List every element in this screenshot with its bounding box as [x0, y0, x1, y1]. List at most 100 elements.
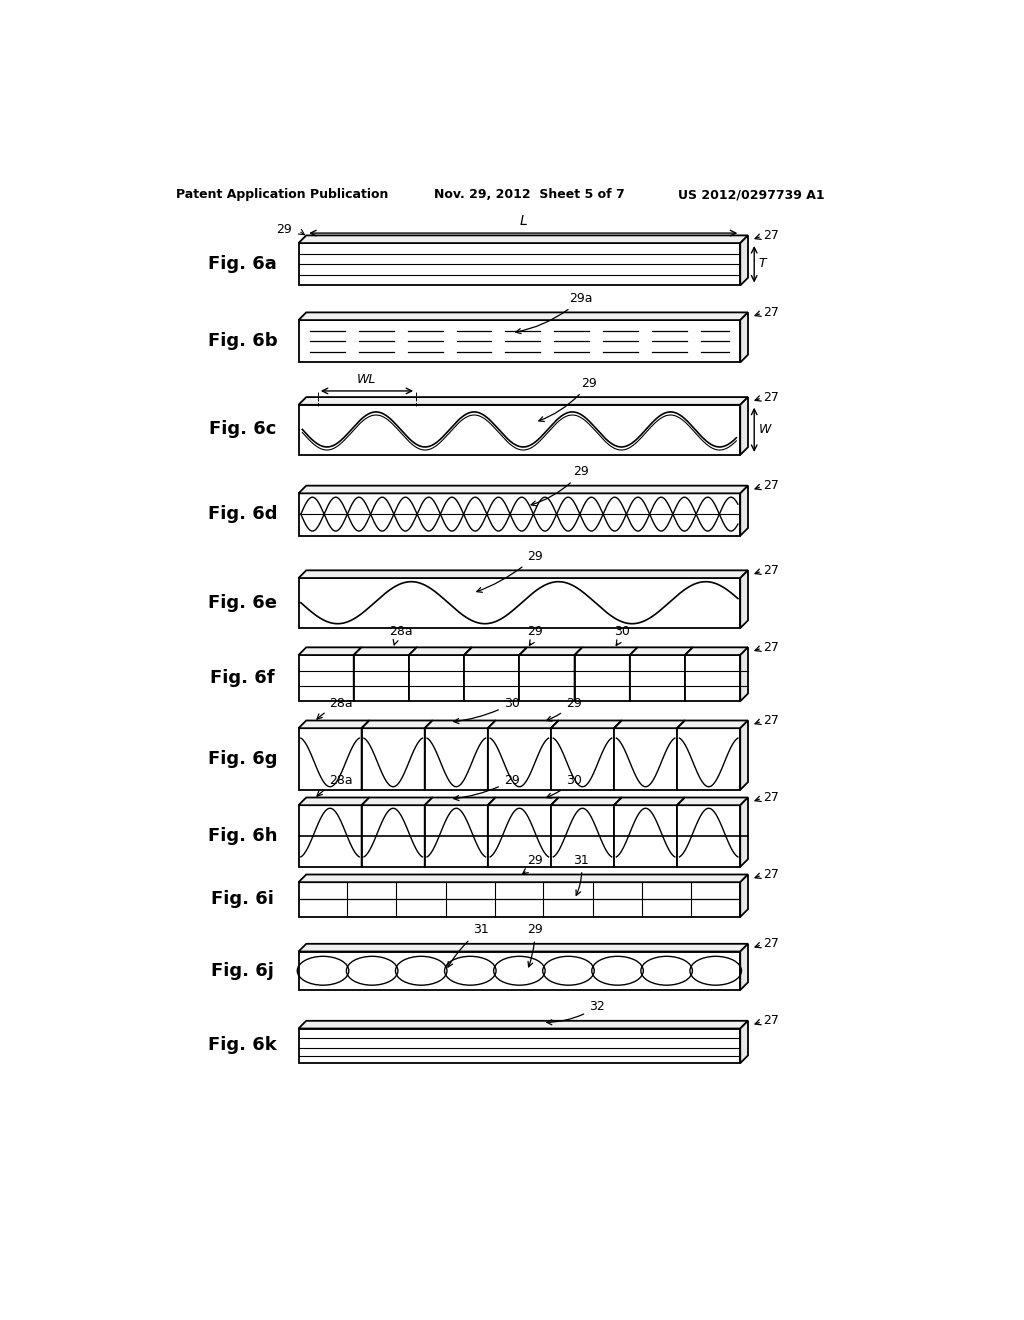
Polygon shape	[551, 805, 614, 867]
Polygon shape	[630, 655, 685, 701]
Polygon shape	[519, 647, 583, 655]
Polygon shape	[630, 647, 693, 655]
Text: Fig. 6j: Fig. 6j	[211, 962, 274, 979]
Polygon shape	[519, 647, 527, 701]
Text: 27: 27	[764, 791, 779, 804]
Text: 29: 29	[527, 924, 543, 966]
Polygon shape	[409, 647, 472, 655]
Polygon shape	[425, 797, 496, 805]
Polygon shape	[487, 729, 551, 789]
Text: 29: 29	[523, 854, 543, 874]
Polygon shape	[574, 647, 638, 655]
Polygon shape	[740, 313, 748, 363]
Polygon shape	[740, 647, 748, 701]
Polygon shape	[425, 797, 432, 867]
Text: 32: 32	[547, 1001, 605, 1024]
Text: Nov. 29, 2012  Sheet 5 of 7: Nov. 29, 2012 Sheet 5 of 7	[434, 187, 625, 201]
Polygon shape	[353, 647, 361, 701]
Text: 27: 27	[764, 869, 779, 880]
Polygon shape	[299, 874, 748, 882]
Text: 28a: 28a	[389, 626, 413, 645]
Text: 30: 30	[613, 626, 630, 645]
Polygon shape	[409, 655, 464, 701]
Text: 30: 30	[547, 774, 582, 799]
Text: 31: 31	[573, 854, 589, 895]
Text: Fig. 6d: Fig. 6d	[208, 506, 278, 523]
Text: 27: 27	[764, 937, 779, 950]
Polygon shape	[299, 1028, 740, 1063]
Polygon shape	[551, 729, 614, 789]
Text: 27: 27	[764, 640, 779, 653]
Text: 27: 27	[764, 714, 779, 727]
Text: 29a: 29a	[516, 292, 593, 334]
Text: Patent Application Publication: Patent Application Publication	[176, 187, 388, 201]
Polygon shape	[614, 721, 622, 789]
Polygon shape	[740, 874, 748, 917]
Polygon shape	[299, 797, 370, 805]
Polygon shape	[677, 721, 748, 729]
Polygon shape	[464, 647, 472, 701]
Polygon shape	[677, 797, 748, 805]
Polygon shape	[299, 570, 748, 578]
Polygon shape	[353, 655, 409, 701]
Polygon shape	[299, 647, 361, 655]
Polygon shape	[614, 797, 685, 805]
Text: Fig. 6k: Fig. 6k	[208, 1036, 278, 1055]
Text: 29: 29	[477, 550, 543, 593]
Text: 29: 29	[527, 626, 543, 645]
Text: 27: 27	[764, 306, 779, 319]
Polygon shape	[677, 797, 685, 867]
Text: Fig. 6e: Fig. 6e	[208, 594, 278, 611]
Polygon shape	[361, 805, 425, 867]
Polygon shape	[614, 721, 685, 729]
Polygon shape	[299, 486, 748, 494]
Polygon shape	[740, 397, 748, 455]
Polygon shape	[614, 797, 622, 867]
Text: T: T	[759, 257, 767, 271]
Polygon shape	[685, 647, 693, 701]
Polygon shape	[487, 797, 559, 805]
Text: Fig. 6i: Fig. 6i	[211, 890, 274, 908]
Polygon shape	[574, 647, 583, 701]
Polygon shape	[299, 243, 740, 285]
Text: W: W	[759, 422, 771, 436]
Polygon shape	[299, 944, 748, 952]
Polygon shape	[685, 647, 748, 655]
Polygon shape	[740, 570, 748, 628]
Polygon shape	[299, 235, 748, 243]
Text: 27: 27	[764, 479, 779, 492]
Polygon shape	[685, 655, 740, 701]
Polygon shape	[361, 797, 432, 805]
Polygon shape	[551, 797, 559, 867]
Text: 29: 29	[454, 774, 519, 800]
Polygon shape	[425, 729, 487, 789]
Polygon shape	[425, 805, 487, 867]
Polygon shape	[740, 486, 748, 536]
Polygon shape	[361, 721, 432, 729]
Polygon shape	[299, 321, 740, 363]
Polygon shape	[361, 729, 425, 789]
Polygon shape	[425, 721, 432, 789]
Polygon shape	[299, 729, 361, 789]
Text: 29: 29	[531, 465, 589, 506]
Polygon shape	[740, 1020, 748, 1063]
Polygon shape	[487, 721, 559, 729]
Polygon shape	[299, 655, 353, 701]
Polygon shape	[740, 721, 748, 789]
Polygon shape	[464, 647, 527, 655]
Polygon shape	[299, 313, 748, 321]
Polygon shape	[353, 647, 417, 655]
Polygon shape	[519, 655, 574, 701]
Polygon shape	[614, 729, 677, 789]
Polygon shape	[677, 805, 740, 867]
Text: Fig. 6h: Fig. 6h	[208, 828, 278, 845]
Polygon shape	[299, 397, 748, 405]
Polygon shape	[361, 721, 370, 789]
Text: Fig. 6c: Fig. 6c	[209, 421, 276, 438]
Text: 27: 27	[764, 564, 779, 577]
Polygon shape	[574, 655, 630, 701]
Polygon shape	[630, 647, 638, 701]
Polygon shape	[487, 805, 551, 867]
Polygon shape	[677, 729, 740, 789]
Text: 29: 29	[539, 376, 597, 421]
